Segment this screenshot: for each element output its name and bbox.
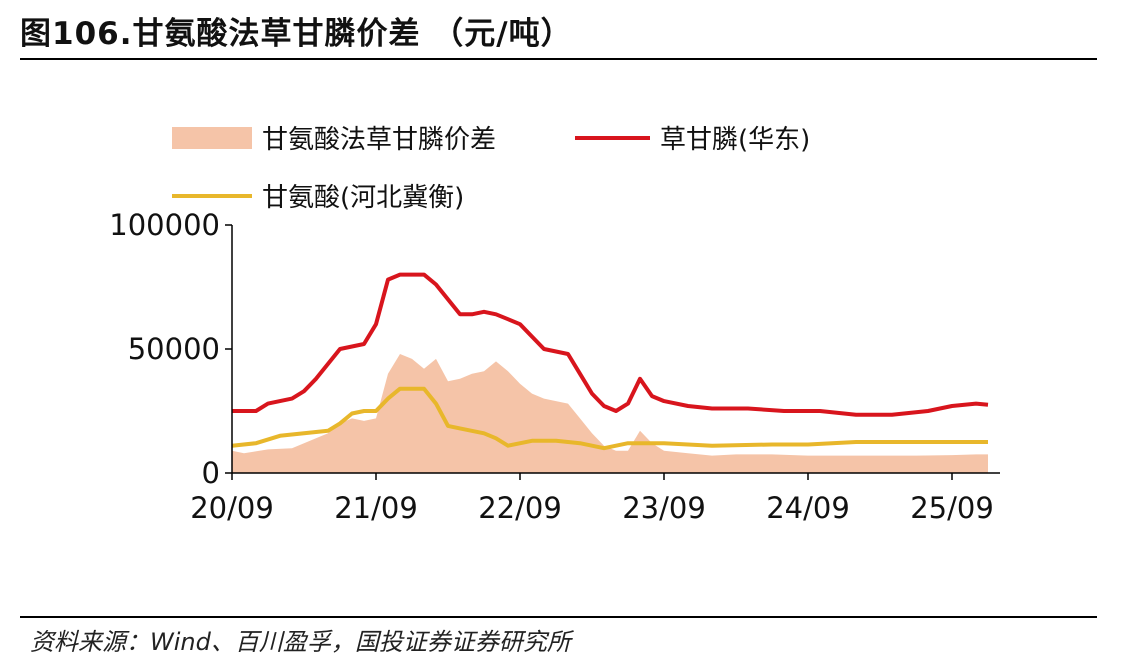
chart-title: 图106.甘氨酸法草甘膦价差 （元/吨） bbox=[20, 16, 573, 52]
legend: 甘氨酸法草甘膦价差 草甘膦(华东) 甘氨酸(河北冀衡) bbox=[172, 125, 810, 213]
series-line-glycine bbox=[231, 386, 988, 451]
plot-region bbox=[231, 272, 989, 473]
source-note: 资料来源：Wind、百川盈孚，国投证券证券研究所 bbox=[30, 628, 571, 656]
legend-label-glycine: 甘氨酸(河北冀衡) bbox=[262, 183, 464, 213]
title-divider bbox=[20, 58, 1097, 60]
axes: 0 50000 100000 20/09 21/09 22/09 23/09 24/09 25/… bbox=[109, 208, 1000, 525]
x-tick-label: 23/09 bbox=[622, 491, 706, 525]
footer-divider bbox=[20, 616, 1097, 618]
legend-label-spread: 甘氨酸法草甘膦价差 bbox=[262, 125, 496, 155]
series-line-glyphosate bbox=[232, 272, 989, 417]
x-tick-label: 25/09 bbox=[910, 491, 994, 525]
legend-label-glyphosate: 草甘膦(华东) bbox=[660, 125, 810, 155]
y-tick-label: 100000 bbox=[109, 208, 220, 242]
x-tick-label: 21/09 bbox=[334, 491, 418, 525]
series-area-spread bbox=[232, 354, 988, 473]
x-tick-label: 24/09 bbox=[766, 491, 850, 525]
y-tick-label: 50000 bbox=[128, 332, 220, 366]
y-tick-label: 0 bbox=[202, 456, 220, 490]
x-tick-label: 20/09 bbox=[190, 491, 274, 525]
x-tick-label: 22/09 bbox=[478, 491, 562, 525]
legend-swatch-spread bbox=[172, 127, 252, 149]
